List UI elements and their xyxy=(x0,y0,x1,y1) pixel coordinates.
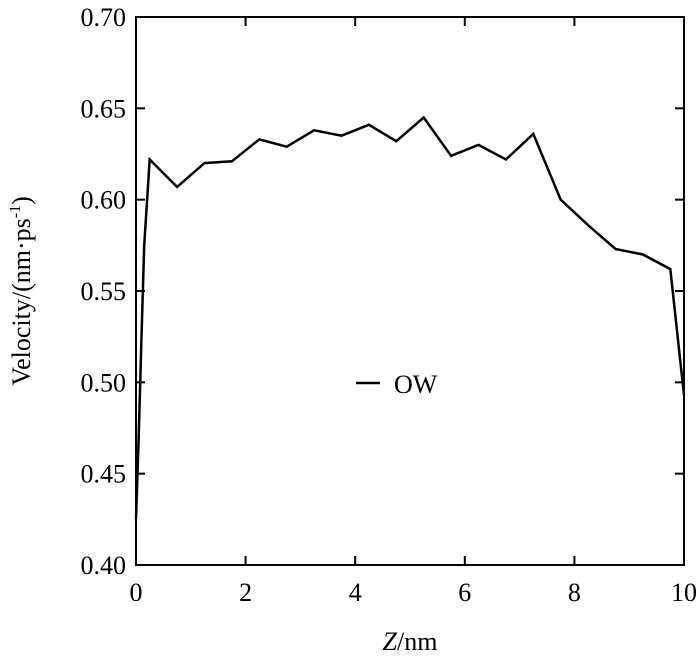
x-axis-title: Z/nm xyxy=(383,627,438,656)
legend: OW xyxy=(356,370,438,399)
x-axis-title-variable: Z xyxy=(383,627,398,656)
plot-frame xyxy=(135,16,685,566)
y-tick-label: 0.45 xyxy=(81,460,127,489)
series-line-ow xyxy=(134,115,686,520)
y-tick-label: 0.55 xyxy=(81,277,127,306)
x-tick-label: 2 xyxy=(239,578,252,607)
y-tick-label: 0.40 xyxy=(81,551,127,580)
x-tick-label: 6 xyxy=(458,578,471,607)
x-tick-label: 8 xyxy=(568,578,581,607)
legend-label-ow: OW xyxy=(394,370,438,399)
y-axis-title-superscript: -1 xyxy=(7,205,24,218)
y-tick-label: 0.60 xyxy=(81,186,127,215)
axes xyxy=(135,16,685,566)
x-tick-label: 0 xyxy=(130,578,143,607)
y-axis-title: Velocity/(nm·ps-1) xyxy=(7,196,36,386)
x-axis-title-unit: /nm xyxy=(397,627,437,656)
y-axis-title-close: ) xyxy=(7,196,36,205)
y-tick-label: 0.70 xyxy=(81,3,127,32)
y-tick-label: 0.65 xyxy=(81,94,127,123)
y-tick-label: 0.50 xyxy=(81,368,127,397)
y-axis-title-main: Velocity/(nm·ps xyxy=(7,218,36,386)
series xyxy=(134,115,686,520)
x-tick-label: 10 xyxy=(671,578,697,607)
ticks: 0 2 4 6 8 10 0.40 0.45 0.50 0.55 0.60 0.65 0.70 xyxy=(81,3,698,607)
x-tick-label: 4 xyxy=(349,578,362,607)
